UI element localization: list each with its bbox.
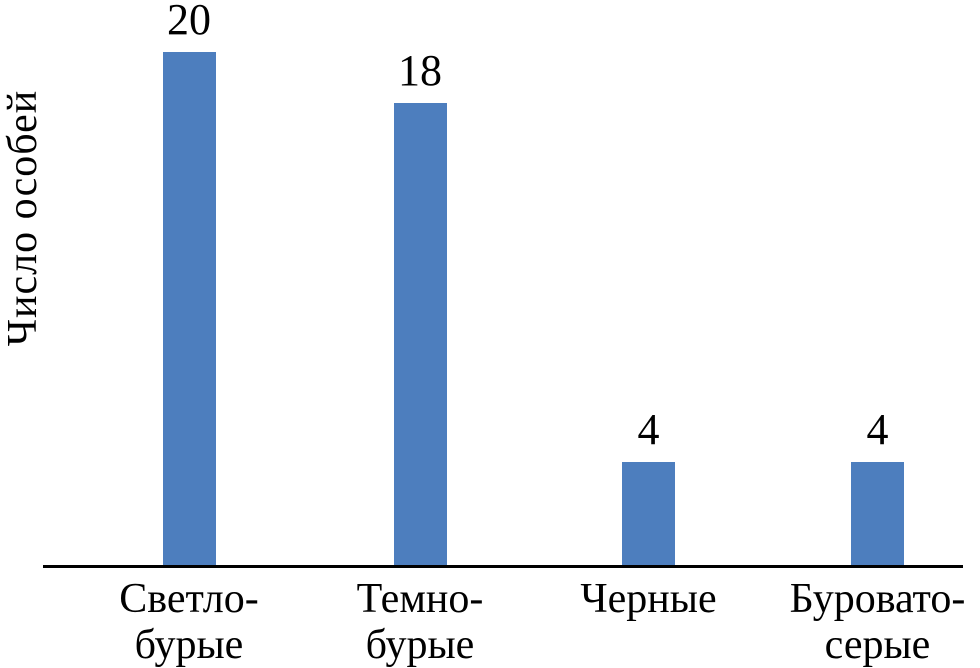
category-label: Черные xyxy=(580,576,717,622)
x-axis-line xyxy=(43,565,963,568)
category-label: Буровато- серые xyxy=(789,576,966,668)
bar-value-label: 20 xyxy=(167,0,211,44)
bar-value-label: 18 xyxy=(398,46,442,95)
bar xyxy=(162,52,216,565)
category-label: Светло- бурые xyxy=(119,576,259,668)
bar xyxy=(622,462,675,565)
bar xyxy=(851,462,904,565)
bar-value-label: 4 xyxy=(637,405,660,454)
bar xyxy=(393,103,447,565)
category-label: Темно- бурые xyxy=(356,576,484,668)
bar-value-label: 4 xyxy=(866,405,889,454)
y-axis-label: Число особей xyxy=(0,89,46,347)
